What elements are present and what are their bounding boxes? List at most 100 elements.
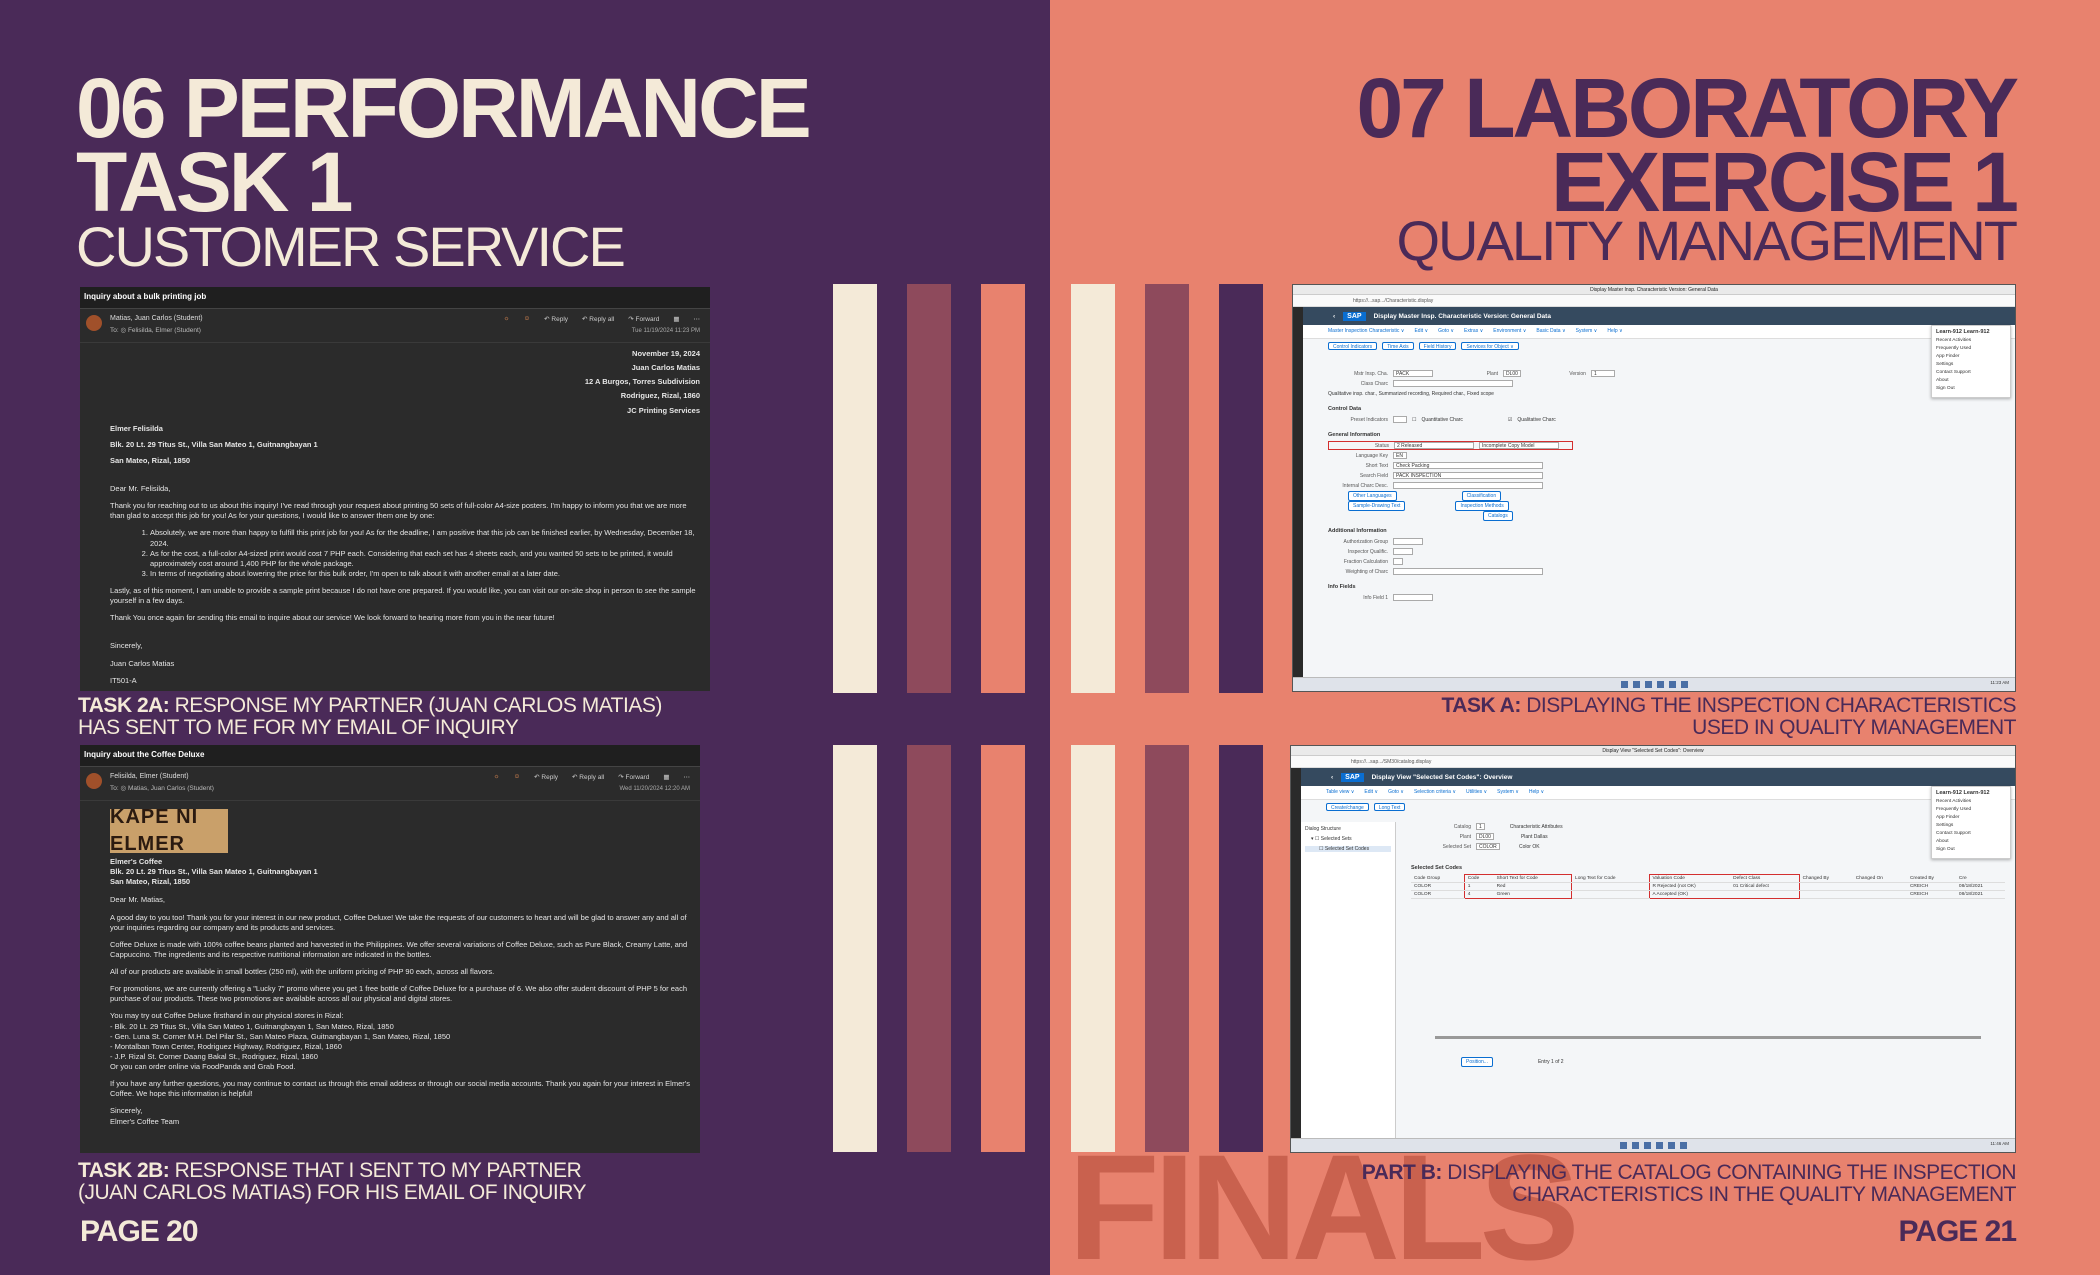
folder-icon[interactable] xyxy=(1656,681,1664,688)
mstr-char-field[interactable]: PACK xyxy=(1393,370,1433,377)
menu-item[interactable]: Selection criteria ∨ xyxy=(1413,789,1456,795)
checkbox[interactable]: ☐ xyxy=(1412,416,1417,423)
other-languages-button[interactable]: Other Languages xyxy=(1348,490,1397,501)
menu-item[interactable]: Extras ∨ xyxy=(1464,328,1484,334)
menu-about[interactable]: About xyxy=(1936,839,1949,844)
grid-icon[interactable]: ▦ xyxy=(673,316,680,323)
menu-item[interactable]: Help ∨ xyxy=(1607,328,1623,334)
selected-set-field[interactable]: COLOR xyxy=(1476,843,1500,850)
short-text-field[interactable]: Check Packing xyxy=(1393,462,1543,469)
url-bar[interactable]: https://...sap.../SM30/catalog.display xyxy=(1291,756,2015,768)
menu-item[interactable]: Goto ∨ xyxy=(1438,328,1455,334)
menu-frequently-used[interactable]: Frequently Used xyxy=(1936,807,1972,812)
browser-icon[interactable] xyxy=(1644,681,1652,688)
catalog-field[interactable]: 1 xyxy=(1476,823,1485,830)
status-select[interactable]: 2 Released xyxy=(1394,442,1474,449)
menu-sign-out[interactable]: Sign Out xyxy=(1936,386,1955,391)
reply-button[interactable]: ↶ Reply xyxy=(544,316,569,323)
avatar xyxy=(86,315,102,331)
app-icon[interactable] xyxy=(1680,681,1688,688)
menu-app-finder[interactable]: App Finder xyxy=(1936,815,1960,820)
windows-icon[interactable] xyxy=(1619,1142,1627,1149)
reply-all-button[interactable]: ↶ Reply all xyxy=(582,316,615,323)
back-icon[interactable]: ‹ xyxy=(1331,773,1334,781)
classification-button[interactable]: Classification xyxy=(1461,490,1502,501)
menu-item[interactable]: Master Inspection Characteristic ∨ xyxy=(1328,328,1405,334)
preset-field[interactable] xyxy=(1393,416,1407,423)
reply-button[interactable]: ↶ Reply xyxy=(534,774,559,781)
form-row: Selected Set COLOR Color OK xyxy=(1411,842,2005,851)
long-text-button[interactable]: Long Text xyxy=(1373,803,1406,811)
services-button[interactable]: Services for Object ∨ xyxy=(1461,342,1519,350)
menu-item[interactable]: System ∨ xyxy=(1575,328,1598,334)
windows-icon[interactable] xyxy=(1620,681,1628,688)
catalogs-button[interactable]: Catalogs xyxy=(1483,510,1513,521)
sap-logo: SAP xyxy=(1343,311,1366,321)
tree-item-selected-sets[interactable]: ▾ ☐ Selected Sets xyxy=(1311,836,1352,842)
forward-button[interactable]: ↷ Forward xyxy=(618,774,650,781)
fraction-field[interactable] xyxy=(1393,558,1403,565)
control-indicators-button[interactable]: Control Indicators xyxy=(1328,342,1378,350)
more-icon[interactable]: ⋯ xyxy=(693,316,701,323)
mail-icon[interactable] xyxy=(1667,1142,1675,1149)
menu-frequently-used[interactable]: Frequently Used xyxy=(1936,346,1972,351)
menu-item[interactable]: Edit ∨ xyxy=(1364,789,1379,795)
language-field[interactable]: EN xyxy=(1393,452,1407,459)
paragraph: Coffee Deluxe is made with 100% coffee b… xyxy=(110,939,688,959)
app-icon[interactable] xyxy=(1679,1142,1687,1149)
menu-sign-out[interactable]: Sign Out xyxy=(1936,847,1955,852)
menu-contact-support[interactable]: Contact Support xyxy=(1936,831,1971,836)
table-row[interactable]: COLOR 1 Red R Rejected (not OK) 01 Criti… xyxy=(1411,882,2005,891)
browser-icon[interactable] xyxy=(1643,1142,1651,1149)
position-button[interactable]: Position... xyxy=(1461,1056,1493,1067)
menu-app-finder[interactable]: App Finder xyxy=(1936,354,1960,359)
version-field[interactable]: 1 xyxy=(1590,370,1615,377)
menu-item[interactable]: Basic Data ∨ xyxy=(1536,328,1566,334)
menu-item[interactable]: Table view ∨ xyxy=(1326,789,1355,795)
field-history-button[interactable]: Field History xyxy=(1418,342,1457,350)
time-axis-button[interactable]: Time Axis xyxy=(1382,342,1414,350)
folder-icon[interactable] xyxy=(1655,1142,1663,1149)
weighting-select[interactable] xyxy=(1393,568,1543,575)
menu-item[interactable]: Environment ∨ xyxy=(1493,328,1527,334)
menu-recent-activities[interactable]: Recent Activities xyxy=(1936,338,1972,343)
grid-icon[interactable]: ▦ xyxy=(663,774,670,781)
auth-field[interactable] xyxy=(1393,538,1423,545)
reply-all-button[interactable]: ↶ Reply all xyxy=(572,774,605,781)
mail-icon[interactable] xyxy=(1668,681,1676,688)
menu-about[interactable]: About xyxy=(1936,378,1949,383)
create-change-button[interactable]: Create/change xyxy=(1326,803,1369,811)
search-icon[interactable] xyxy=(1631,1142,1639,1149)
info-field-1[interactable] xyxy=(1393,594,1433,601)
inspection-methods-button[interactable]: Inspection Methods xyxy=(1455,500,1509,511)
search-field[interactable]: PACK INSPECTION xyxy=(1393,472,1543,479)
horizontal-scrollbar[interactable] xyxy=(1435,899,1981,1039)
paragraph: Lastly, as of this moment, I am unable t… xyxy=(110,586,696,606)
inspector-field[interactable] xyxy=(1393,548,1413,555)
menu-contact-support[interactable]: Contact Support xyxy=(1936,370,1971,375)
back-icon[interactable]: ‹ xyxy=(1333,312,1336,320)
table-row[interactable]: COLOR 4 Green A Accepted (OK) CREICH 08/… xyxy=(1411,890,2005,899)
plant-field[interactable]: DL00 xyxy=(1503,370,1521,377)
menu-settings[interactable]: Settings xyxy=(1936,362,1954,367)
internal-desc-field[interactable] xyxy=(1393,482,1543,489)
menu-item[interactable]: System ∨ xyxy=(1497,789,1519,795)
url-bar[interactable]: https://...sap.../Characteristic.display xyxy=(1293,295,2015,307)
menu-settings[interactable]: Settings xyxy=(1936,823,1954,828)
checkbox[interactable]: ☑ xyxy=(1507,416,1513,423)
menu-recent-activities[interactable]: Recent Activities xyxy=(1936,799,1972,804)
tree-item-selected-set-codes[interactable]: ☐ Selected Set Codes xyxy=(1305,846,1391,852)
class-charc-field[interactable] xyxy=(1393,380,1513,387)
menu-item[interactable]: Goto ∨ xyxy=(1388,789,1404,795)
sample-text-button[interactable]: Sample-Drawing Text xyxy=(1348,500,1406,511)
plant-field[interactable]: DL00 xyxy=(1476,833,1494,840)
more-icon[interactable]: ⋯ xyxy=(683,774,691,781)
field-label: Language Key xyxy=(1355,452,1388,459)
copy-model-select[interactable]: Incomplete Copy Model xyxy=(1479,442,1559,449)
menu-item[interactable]: Help ∨ xyxy=(1528,789,1545,795)
forward-button[interactable]: ↷ Forward xyxy=(628,316,660,323)
search-icon[interactable] xyxy=(1632,681,1640,688)
menu-item[interactable]: Edit ∨ xyxy=(1414,328,1429,334)
sap-form: Mstr Insp. Cha. PACK Plant DL00 Version … xyxy=(1328,369,2005,677)
menu-item[interactable]: Utilities ∨ xyxy=(1465,789,1488,795)
